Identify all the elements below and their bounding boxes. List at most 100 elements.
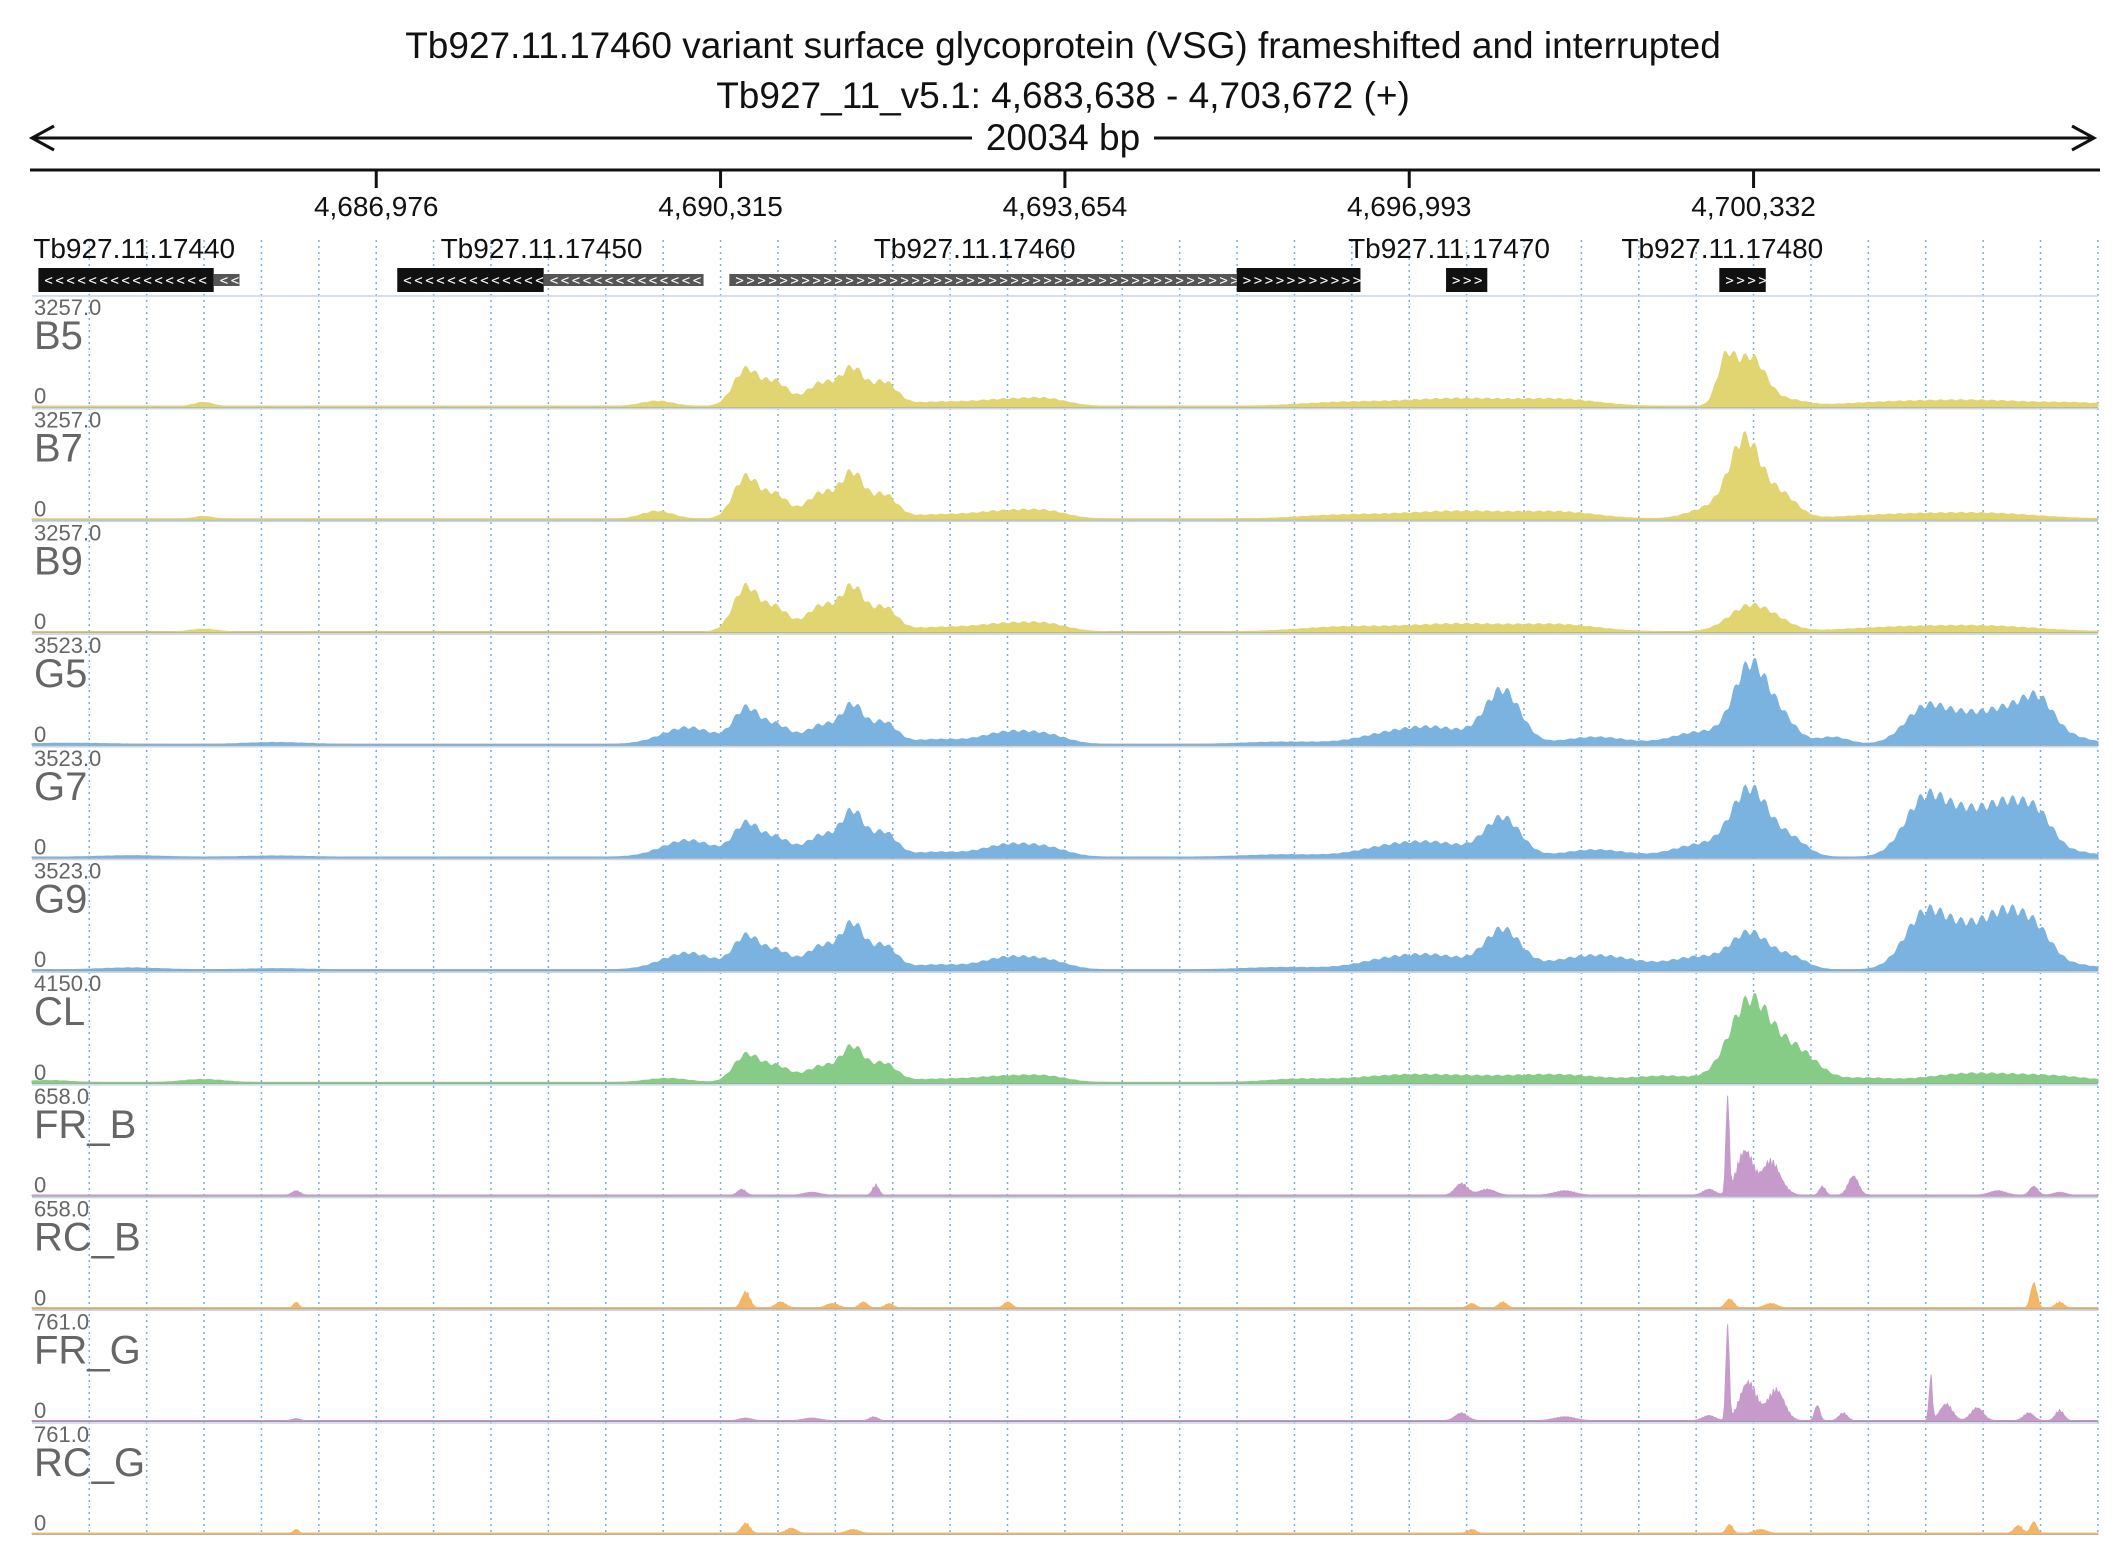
gene-1-strand-arrow-icon: < bbox=[425, 273, 433, 289]
gene-2-segment-1 bbox=[1236, 268, 1361, 292]
track-8-coverage-area bbox=[31, 1281, 2099, 1309]
gene-label-3: Tb927.11.17470 bbox=[1348, 233, 1550, 264]
chart-subtitle: Tb927_11_v5.1: 4,683,638 - 4,703,672 (+) bbox=[716, 75, 1410, 116]
coverage-tracks: 3257.0B503257.0B703257.0B903523.0G503523… bbox=[31, 295, 2099, 1536]
gene-0-segment-1 bbox=[213, 274, 240, 286]
gene-0-strand-arrow-icon: < bbox=[110, 273, 118, 289]
gene-2-strand-arrow-icon: > bbox=[790, 273, 798, 289]
tick-label-0: 4,686,976 bbox=[314, 191, 439, 222]
track-3-name: G5 bbox=[34, 652, 87, 696]
gene-2-strand-arrow-icon: > bbox=[1197, 273, 1205, 289]
gene-2-strand-arrow-icon: > bbox=[1021, 273, 1029, 289]
gene-2-strand-arrow-icon: > bbox=[1186, 273, 1194, 289]
gene-1-strand-arrow-icon: < bbox=[447, 273, 455, 289]
gene-2-strand-arrow-icon: > bbox=[944, 273, 952, 289]
track-0-max-label: 3257.0 bbox=[34, 295, 101, 320]
gene-0-strand-arrow-icon: < bbox=[132, 273, 140, 289]
gene-2-strand-arrow-icon: > bbox=[1320, 273, 1328, 289]
track-5-zero-label: 0 bbox=[34, 947, 46, 972]
gene-1-strand-arrow-icon: < bbox=[480, 273, 488, 289]
gene-2-strand-arrow-icon: > bbox=[1287, 273, 1295, 289]
span-label: 20034 bp bbox=[986, 117, 1140, 158]
track-2-max-label: 3257.0 bbox=[34, 520, 101, 545]
gene-0-strand-arrow-icon: < bbox=[66, 273, 74, 289]
gene-0-strand-arrow-icon: < bbox=[44, 273, 52, 289]
gene-2-strand-arrow-icon: > bbox=[1175, 273, 1183, 289]
track-3-coverage-area bbox=[31, 657, 2099, 746]
gene-1-strand-arrow-icon: < bbox=[535, 273, 543, 289]
gene-3-strand-arrow-icon: > bbox=[1474, 273, 1482, 289]
gene-2-strand-arrow-icon: > bbox=[889, 273, 897, 289]
gene-1-strand-arrow-icon: < bbox=[605, 273, 613, 289]
gene-2-strand-arrow-icon: > bbox=[1276, 273, 1284, 289]
tick-label-1: 4,690,315 bbox=[658, 191, 783, 222]
gene-1-strand-arrow-icon: < bbox=[572, 273, 580, 289]
coordinate-ticks: 4,686,976 4,690,315 4,693,654 4,696,993 4,70… bbox=[314, 170, 1816, 222]
track-10-max-label: 761.0 bbox=[34, 1422, 89, 1447]
gene-2-strand-arrow-icon: > bbox=[1164, 273, 1172, 289]
gene-2-strand-arrow-icon: > bbox=[1054, 273, 1062, 289]
track-6-max-label: 4150.0 bbox=[34, 971, 101, 996]
gene-1-strand-arrow-icon: < bbox=[524, 273, 532, 289]
gene-2-strand-arrow-icon: > bbox=[1120, 273, 1128, 289]
gene-2-strand-arrow-icon: > bbox=[867, 273, 875, 289]
track-0-name: B5 bbox=[34, 314, 83, 358]
track-6-zero-label: 0 bbox=[34, 1060, 46, 1085]
gene-2-strand-arrow-icon: > bbox=[1043, 273, 1051, 289]
track-5-coverage-area bbox=[31, 903, 2099, 971]
track-8-zero-label: 0 bbox=[34, 1285, 46, 1310]
gene-1-strand-arrow-icon: < bbox=[693, 273, 701, 289]
track-9-name: FR_G bbox=[34, 1328, 141, 1372]
track-6-coverage-area bbox=[31, 993, 2099, 1084]
track-1-max-label: 3257.0 bbox=[34, 408, 101, 433]
gene-3-strand-arrow-icon: > bbox=[1463, 273, 1471, 289]
gene-2-strand-arrow-icon: > bbox=[1087, 273, 1095, 289]
gene-1-strand-arrow-icon: < bbox=[638, 273, 646, 289]
gene-2-strand-arrow-icon: > bbox=[1219, 273, 1227, 289]
gene-2-strand-arrow-icon: > bbox=[1331, 273, 1339, 289]
gene-0-strand-arrow-icon: < bbox=[220, 273, 228, 289]
gene-2-strand-arrow-icon: > bbox=[1254, 273, 1262, 289]
gene-1-strand-arrow-icon: < bbox=[491, 273, 499, 289]
gene-label-4: Tb927.11.17480 bbox=[1621, 233, 1823, 264]
gene-0-strand-arrow-icon: < bbox=[231, 273, 239, 289]
gene-1-strand-arrow-icon: < bbox=[594, 273, 602, 289]
gene-1-strand-arrow-icon: < bbox=[660, 273, 668, 289]
gene-2-strand-arrow-icon: > bbox=[746, 273, 754, 289]
gene-2-strand-arrow-icon: > bbox=[1131, 273, 1139, 289]
track-4-zero-label: 0 bbox=[34, 835, 46, 860]
gene-1-strand-arrow-icon: < bbox=[671, 273, 679, 289]
gene-2-strand-arrow-icon: > bbox=[1032, 273, 1040, 289]
gene-0-strand-arrow-icon: < bbox=[198, 273, 206, 289]
gene-3-strand-arrow-icon: > bbox=[1452, 273, 1460, 289]
gene-0-strand-arrow-icon: < bbox=[187, 273, 195, 289]
gene-0-strand-arrow-icon: < bbox=[99, 273, 107, 289]
track-7-name: FR_B bbox=[34, 1103, 136, 1147]
gene-2-strand-arrow-icon: > bbox=[966, 273, 974, 289]
gene-1-strand-arrow-icon: < bbox=[403, 273, 411, 289]
gene-1-strand-arrow-icon: < bbox=[414, 273, 422, 289]
gene-0-strand-arrow-icon: < bbox=[121, 273, 129, 289]
gene-label-2: Tb927.11.17460 bbox=[874, 233, 1076, 264]
gene-1-strand-arrow-icon: < bbox=[458, 273, 466, 289]
gene-1-strand-arrow-icon: < bbox=[502, 273, 510, 289]
gene-track: Tb927.11.17440< < < < < < < < < < < < < < < < <Tb927.11.… bbox=[33, 233, 1823, 292]
gene-2-strand-arrow-icon: > bbox=[1142, 273, 1150, 289]
track-10-zero-label: 0 bbox=[34, 1511, 46, 1536]
gene-2-strand-arrow-icon: > bbox=[1230, 273, 1238, 289]
gene-2-strand-arrow-icon: > bbox=[812, 273, 820, 289]
gene-0-strand-arrow-icon: < bbox=[176, 273, 184, 289]
gene-2-strand-arrow-icon: > bbox=[955, 273, 963, 289]
track-3-max-label: 3523.0 bbox=[34, 633, 101, 658]
gene-2-strand-arrow-icon: > bbox=[1208, 273, 1216, 289]
gene-0-strand-arrow-icon: < bbox=[77, 273, 85, 289]
gene-1-strand-arrow-icon: < bbox=[436, 273, 444, 289]
gene-2-strand-arrow-icon: > bbox=[1109, 273, 1117, 289]
gene-2-strand-arrow-icon: > bbox=[1098, 273, 1106, 289]
gene-1-strand-arrow-icon: < bbox=[616, 273, 624, 289]
gene-2-strand-arrow-icon: > bbox=[768, 273, 776, 289]
gene-1-strand-arrow-icon: < bbox=[627, 273, 635, 289]
tick-label-2: 4,693,654 bbox=[1003, 191, 1128, 222]
gene-2-strand-arrow-icon: > bbox=[823, 273, 831, 289]
